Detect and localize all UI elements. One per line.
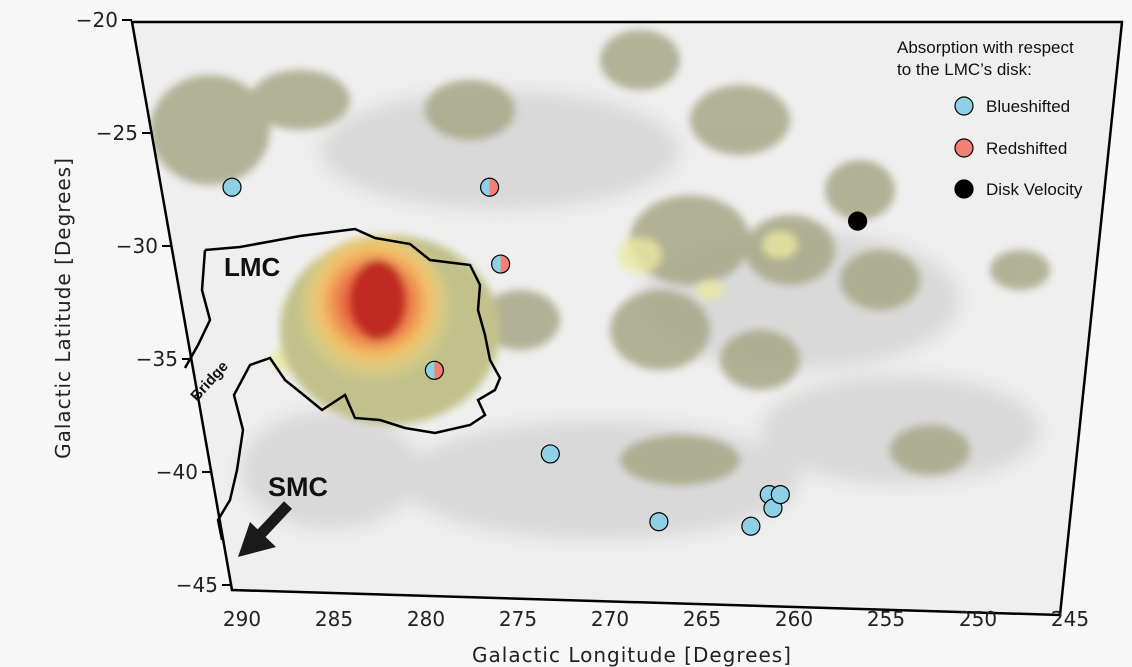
x-tick-label: 285 bbox=[315, 607, 353, 631]
legend-title-line1: Absorption with respect bbox=[897, 38, 1074, 57]
legend-label-disk-velocity: Disk Velocity bbox=[986, 180, 1083, 199]
y-tick-label: −20 bbox=[76, 8, 118, 32]
legend-label-redshifted: Redshifted bbox=[986, 139, 1067, 158]
x-tick-label: 245 bbox=[1051, 607, 1089, 631]
split-absorption-point bbox=[491, 254, 511, 274]
lmc-label: LMC bbox=[224, 252, 281, 282]
x-axis-label: Galactic Longitude [Degrees] bbox=[472, 643, 792, 667]
split-absorption-point bbox=[424, 360, 444, 380]
blueshifted-point bbox=[649, 512, 669, 532]
y-tick-label: −35 bbox=[136, 347, 178, 371]
split-absorption-point bbox=[480, 177, 500, 197]
legend: Absorption with respect to the LMC’s dis… bbox=[897, 38, 1083, 199]
blueshifted-point bbox=[222, 177, 242, 197]
blueshifted-point bbox=[770, 485, 790, 505]
blueshifted-point bbox=[741, 516, 761, 536]
data-points bbox=[222, 177, 868, 536]
plot-frame bbox=[130, 20, 1124, 617]
y-tick-label: −40 bbox=[156, 460, 198, 484]
x-tick-label: 280 bbox=[407, 607, 445, 631]
column-density-map bbox=[150, 30, 1050, 540]
legend-title-line2: to the LMC’s disk: bbox=[897, 60, 1032, 79]
smc-label: SMC bbox=[268, 472, 328, 502]
x-tick-label: 265 bbox=[683, 607, 721, 631]
x-tick-label: 290 bbox=[223, 607, 261, 631]
x-tick-label: 275 bbox=[499, 607, 537, 631]
legend-marker-redshifted bbox=[954, 138, 974, 158]
y-axis-ticks: −20 −25 −30 −35 −40 −45 bbox=[76, 8, 232, 597]
legend-marker-blueshifted bbox=[954, 96, 974, 116]
y-tick-label: −45 bbox=[176, 573, 218, 597]
x-tick-label: 270 bbox=[591, 607, 629, 631]
y-axis-label: Galactic Latitude [Degrees] bbox=[51, 157, 75, 459]
x-tick-label: 250 bbox=[959, 607, 997, 631]
y-tick-label: −25 bbox=[96, 121, 138, 145]
legend-label-blueshifted: Blueshifted bbox=[986, 97, 1070, 116]
x-tick-label: 260 bbox=[775, 607, 813, 631]
x-axis-ticks: 290 285 280 275 270 265 260 255 250 245 bbox=[223, 607, 1089, 631]
smc-arrow bbox=[238, 501, 293, 557]
lmc-contour bbox=[204, 227, 502, 541]
blueshifted-point bbox=[540, 444, 560, 464]
legend-marker-disk-velocity bbox=[954, 179, 974, 199]
x-tick-label: 255 bbox=[867, 607, 905, 631]
disk-velocity-point bbox=[847, 211, 868, 231]
y-tick-label: −30 bbox=[116, 234, 158, 258]
bridge-contour bbox=[183, 249, 212, 369]
